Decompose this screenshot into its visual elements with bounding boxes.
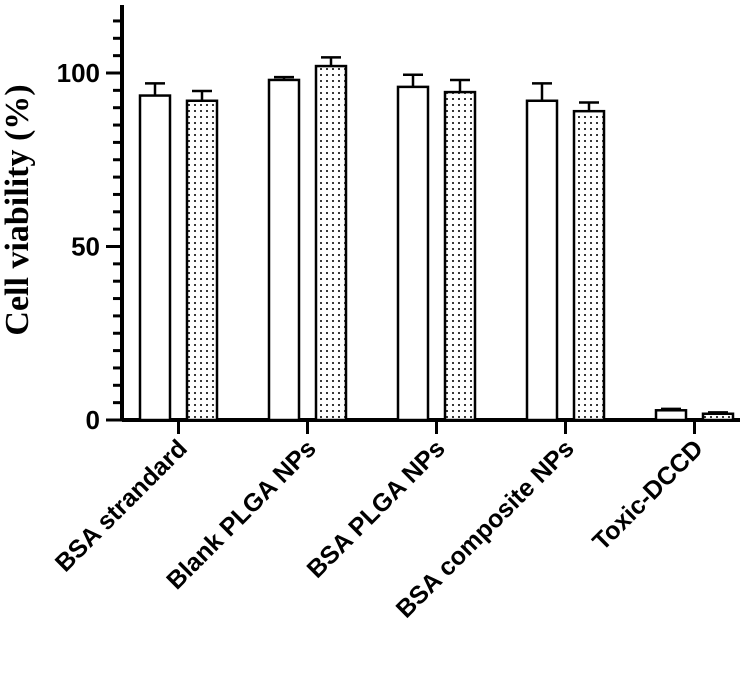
bar [185, 99, 219, 422]
y-axis-title: Cell viability (%) [0, 84, 36, 335]
bar [138, 94, 172, 422]
bar [443, 90, 477, 422]
y-tick-label: 0 [86, 405, 100, 435]
bar [525, 99, 559, 422]
bar [396, 85, 430, 422]
bar [314, 64, 348, 422]
x-category-label: Toxic-DCCD [587, 434, 709, 556]
x-category-label: BSA strandard [50, 434, 193, 577]
bar [701, 412, 735, 422]
bar [654, 409, 688, 422]
y-tick-label: 100 [57, 58, 100, 88]
y-tick-label: 50 [71, 232, 100, 262]
x-category-label: BSA PLGA NPs [302, 434, 451, 583]
bar [572, 109, 606, 422]
bar [267, 78, 301, 422]
